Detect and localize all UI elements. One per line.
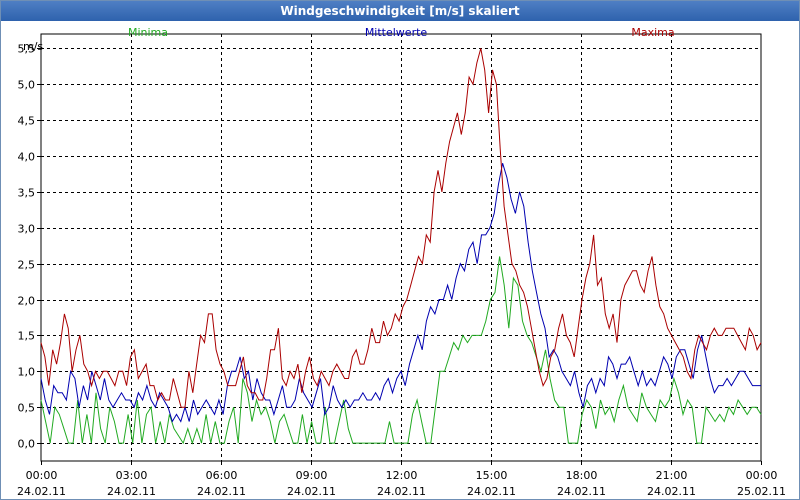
- y-tick-label: 1,5: [18, 330, 36, 343]
- x-tick-date: 24.02.11: [377, 485, 426, 498]
- x-tick-time: 09:00: [296, 469, 328, 482]
- legend: Minima Mittelwerte Maxima: [128, 26, 675, 39]
- legend-item-maxima: Maxima: [631, 26, 674, 39]
- x-tick-date: 24.02.11: [197, 485, 246, 498]
- x-tick-time: 12:00: [386, 469, 418, 482]
- y-tick-label: 5,0: [18, 79, 36, 92]
- x-tick-date: 24.02.11: [467, 485, 516, 498]
- y-tick-label: 4,5: [18, 115, 36, 128]
- x-tick-time: 00:00: [746, 469, 778, 482]
- axes: m/s 0,0 0,5 1,0 1,5 2,0 2,5 3,0 3,5 4,0 4,5 5,0 5,5…: [17, 40, 786, 498]
- series-line-mittelwerte: [40, 163, 761, 423]
- y-axis-label: m/s: [23, 40, 43, 53]
- x-tick-date: 24.02.11: [287, 485, 336, 498]
- y-tick-label: 1,0: [18, 366, 36, 379]
- x-tick-date: 24.02.11: [557, 485, 606, 498]
- x-tick-date: 24.02.11: [107, 485, 156, 498]
- x-tick-date: 24.02.11: [17, 485, 66, 498]
- x-tick-time: 15:00: [476, 469, 508, 482]
- y-tick-label: 2,5: [18, 259, 36, 272]
- y-tick-label: 3,5: [18, 187, 36, 200]
- y-tick-label: 2,0: [18, 295, 36, 308]
- x-tick-time: 18:00: [566, 469, 598, 482]
- x-tick-time: 03:00: [116, 469, 148, 482]
- y-tick-label: 0,5: [18, 402, 36, 415]
- y-tick-label: 4,0: [18, 151, 36, 164]
- x-tick-time: 21:00: [656, 469, 688, 482]
- y-tick-label: 5,5: [18, 43, 36, 56]
- series-line-minima: [40, 256, 762, 445]
- series-line-maxima: [40, 48, 762, 408]
- x-tick-time: 00:00: [26, 469, 58, 482]
- legend-item-mittelwerte: Mittelwerte: [365, 26, 428, 39]
- grid: [41, 34, 761, 461]
- wind-speed-chart: m/s 0,0 0,5 1,0 1,5 2,0 2,5 3,0 3,5 4,0 4,5 5,0 5,5…: [17, 26, 786, 498]
- y-tick-label: 0,0: [18, 438, 36, 451]
- series-group: [40, 48, 762, 445]
- window-title: Windgeschwindigkeit [m/s] skaliert: [1, 1, 799, 21]
- x-tick-date: 25.02.11: [737, 485, 786, 498]
- x-tick-time: 06:00: [206, 469, 238, 482]
- legend-item-minima: Minima: [128, 26, 168, 39]
- y-tick-label: 3,0: [18, 223, 36, 236]
- x-tick-date: 24.02.11: [647, 485, 696, 498]
